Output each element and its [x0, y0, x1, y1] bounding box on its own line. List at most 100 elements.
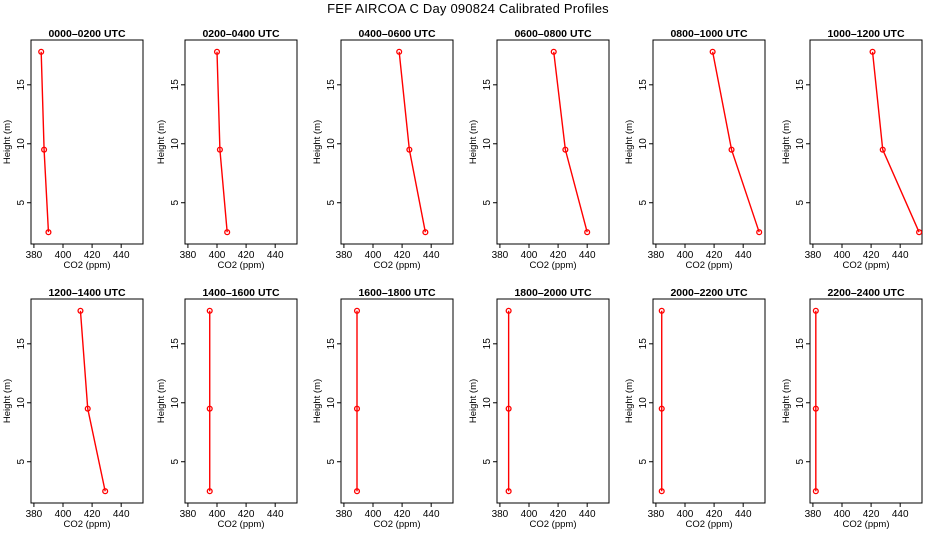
y-tick-label: 10 [16, 397, 27, 409]
y-axis-label: Height (m) [2, 120, 13, 164]
y-tick-label: 10 [326, 397, 337, 409]
profile-point [658, 405, 665, 412]
plot-frame [184, 39, 298, 245]
profile-line [871, 51, 920, 233]
profile-point [879, 146, 886, 153]
x-tick-label: 400 [677, 509, 694, 520]
profile-point [224, 229, 231, 236]
x-axis-label: CO2 (ppm) [374, 260, 421, 271]
x-axis-label: CO2 (ppm) [64, 260, 111, 271]
y-tick-label: 5 [16, 459, 27, 465]
y-axis-label: Height (m) [468, 120, 479, 164]
profile-point [505, 307, 512, 314]
x-tick-label: 400 [209, 509, 226, 520]
figure-title: FEF AIRCOA C Day 090824 Calibrated Profi… [327, 1, 609, 16]
profile-panel: 0600–0800 UTC 380 400 420 440 5 10 15 CO2 (ppm) H… [468, 28, 610, 271]
y-axis-label: Height (m) [624, 379, 635, 423]
plot-frame [652, 39, 766, 245]
y-tick-label: 10 [482, 397, 493, 409]
x-tick-label: 420 [550, 509, 567, 520]
profile-point [505, 405, 512, 412]
profile-panel: 0200–0400 UTC 380 400 420 440 5 10 15 CO2 (ppm) H… [156, 28, 298, 271]
profile-panel: 1800–2000 UTC 380 400 420 440 5 10 15 CO2 (ppm) H… [468, 287, 610, 530]
profile-point [216, 146, 223, 153]
x-tick-label: 380 [805, 509, 822, 520]
y-tick-label: 15 [482, 79, 493, 91]
y-tick-label: 5 [16, 200, 27, 206]
y-axis-label: Height (m) [312, 120, 323, 164]
x-tick-label: 380 [648, 509, 665, 520]
x-tick-label: 400 [834, 509, 851, 520]
profile-point [213, 48, 221, 55]
y-tick-label: 15 [795, 79, 806, 91]
x-tick-label: 420 [84, 250, 101, 261]
plot-frame [340, 298, 454, 504]
x-tick-label: 420 [238, 250, 255, 261]
y-axis-label: Height (m) [781, 120, 792, 164]
panel-title: 1600–1800 UTC [358, 287, 435, 299]
profile-line [711, 51, 760, 233]
x-axis-label: CO2 (ppm) [374, 519, 421, 530]
x-tick-label: 400 [365, 250, 382, 261]
profile-panel: 2000–2200 UTC 380 400 420 440 5 10 15 CO2 (ppm) H… [624, 287, 766, 530]
x-tick-label: 440 [735, 250, 752, 261]
profile-point [353, 307, 361, 314]
profile-point [84, 405, 91, 412]
x-tick-label: 400 [209, 250, 226, 261]
x-tick-label: 440 [113, 509, 130, 520]
panel-title: 1800–2000 UTC [514, 287, 591, 299]
x-tick-label: 440 [423, 250, 440, 261]
profile-point [38, 48, 45, 55]
x-tick-label: 420 [394, 509, 411, 520]
x-tick-label: 440 [892, 509, 909, 520]
y-tick-label: 15 [638, 79, 649, 91]
x-axis-label: CO2 (ppm) [218, 519, 265, 530]
x-tick-label: 440 [267, 509, 284, 520]
profile-line [398, 51, 427, 233]
profile-panel: 0800–1000 UTC 380 400 420 440 5 10 15 CO2 (ppm) H… [624, 28, 766, 271]
profile-point [812, 307, 819, 314]
profile-panel: 1000–1200 UTC 380 400 420 440 5 10 15 CO2 (ppm) H… [781, 28, 923, 271]
x-tick-label: 420 [706, 509, 723, 520]
profile-point [45, 229, 52, 236]
x-tick-label: 400 [55, 250, 72, 261]
x-axis-label: CO2 (ppm) [530, 519, 577, 530]
x-tick-label: 440 [113, 250, 130, 261]
x-tick-label: 380 [180, 250, 197, 261]
x-axis-label: CO2 (ppm) [686, 260, 733, 271]
panel-title: 0200–0400 UTC [202, 28, 279, 40]
x-axis-label: CO2 (ppm) [530, 260, 577, 271]
plot-frame [496, 39, 610, 245]
profile-point [353, 405, 361, 412]
x-tick-label: 420 [706, 250, 723, 261]
y-axis-label: Height (m) [156, 379, 167, 423]
plot-frame [652, 298, 766, 504]
y-tick-label: 5 [326, 459, 337, 465]
x-tick-label: 440 [579, 250, 596, 261]
panel-title: 0600–0800 UTC [514, 28, 591, 40]
profile-point [406, 146, 413, 153]
x-tick-label: 380 [26, 250, 43, 261]
plot-frame [340, 39, 454, 245]
y-tick-label: 10 [638, 397, 649, 409]
panel-title: 1400–1600 UTC [202, 287, 279, 299]
x-tick-label: 380 [336, 509, 353, 520]
y-tick-label: 5 [795, 459, 806, 465]
plot-frame [184, 298, 298, 504]
x-tick-label: 440 [735, 509, 752, 520]
y-tick-label: 15 [482, 338, 493, 350]
x-tick-label: 380 [336, 250, 353, 261]
y-tick-label: 5 [795, 200, 806, 206]
profile-point [916, 229, 923, 236]
x-tick-label: 440 [423, 509, 440, 520]
profile-point [353, 488, 361, 495]
y-tick-label: 15 [638, 338, 649, 350]
profile-panel: 2200–2400 UTC 380 400 420 440 5 10 15 CO2 (ppm) H… [781, 287, 923, 530]
plot-frame [809, 298, 923, 504]
profile-point [812, 488, 819, 495]
panel-title: 1000–1200 UTC [827, 28, 904, 40]
x-tick-label: 400 [365, 509, 382, 520]
panel-title: 0400–0600 UTC [358, 28, 435, 40]
